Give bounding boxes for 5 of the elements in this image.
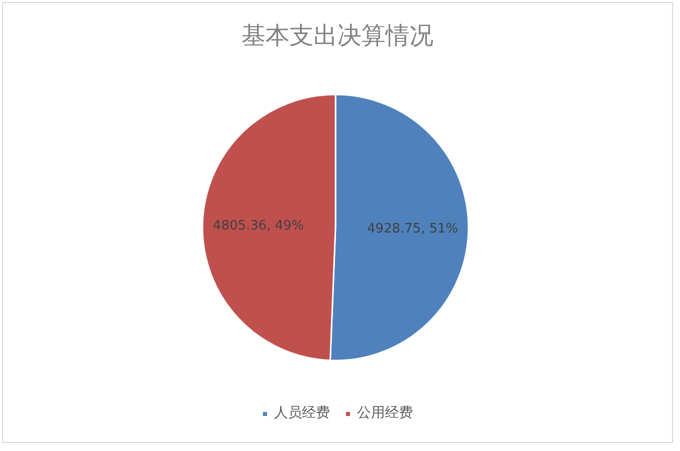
chart-title: 基本支出决算情况 bbox=[242, 22, 434, 50]
data-label: 4805.36, 49% bbox=[212, 218, 304, 234]
data-label: 4928.75, 51% bbox=[367, 222, 458, 237]
legend-label: 公用经费 bbox=[357, 404, 413, 422]
legend-label: 人员经费 bbox=[274, 404, 330, 422]
